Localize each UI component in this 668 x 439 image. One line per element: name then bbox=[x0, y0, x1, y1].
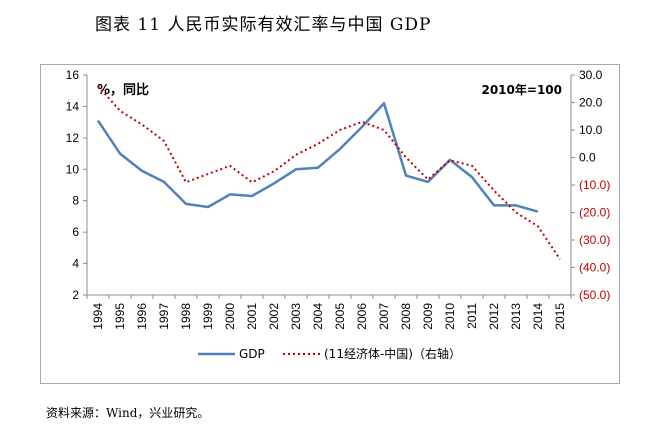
x-tick-label: 1998 bbox=[179, 303, 193, 330]
x-tick-label: 2007 bbox=[377, 303, 391, 330]
chart-frame bbox=[40, 64, 620, 384]
legend-label-gdp: GDP bbox=[239, 347, 265, 361]
x-tick-label: 1996 bbox=[135, 303, 149, 330]
x-tick-label: 2010 bbox=[443, 303, 457, 330]
x-tick-label: 2003 bbox=[289, 303, 303, 330]
right-tick-label: 10.0 bbox=[579, 123, 603, 137]
x-tick-label: 2006 bbox=[355, 303, 369, 330]
right-tick-label: 30.0 bbox=[579, 68, 603, 82]
x-tick-label: 2015 bbox=[553, 303, 567, 330]
x-tick-label: 2000 bbox=[223, 303, 237, 330]
reer-diff-series-line bbox=[97, 85, 561, 260]
left-tick-label: 12 bbox=[66, 131, 80, 145]
right-tick-label: (20.0) bbox=[579, 206, 610, 220]
left-tick-label: 4 bbox=[72, 257, 79, 271]
right-tick-label: (10.0) bbox=[579, 178, 610, 192]
left-axis-label: %，同比 bbox=[97, 82, 149, 98]
x-tick-label: 2005 bbox=[333, 303, 347, 330]
left-tick-label: 8 bbox=[72, 194, 79, 208]
source-note: 资料来源：Wind，兴业研究。 bbox=[46, 406, 210, 420]
gdp-series-line bbox=[96, 102, 539, 213]
x-tick-label: 2014 bbox=[531, 303, 545, 330]
x-tick-label: 2013 bbox=[509, 303, 523, 330]
x-tick-label: 2008 bbox=[399, 303, 413, 330]
right-tick-label: (50.0) bbox=[579, 288, 610, 302]
x-tick-label: 1995 bbox=[113, 303, 127, 330]
left-tick-label: 14 bbox=[66, 99, 80, 113]
x-tick-label: 2001 bbox=[245, 303, 259, 330]
right-axis-label: 2010年=100 bbox=[481, 82, 562, 97]
right-tick-label: 20.0 bbox=[579, 96, 603, 110]
legend-label-reer-diff: (11经济体-中国)（右轴） bbox=[324, 346, 461, 361]
right-tick-label: (40.0) bbox=[579, 261, 610, 275]
x-tick-label: 1997 bbox=[157, 303, 171, 330]
x-tick-label: 2002 bbox=[267, 303, 281, 330]
x-tick-label: 1999 bbox=[201, 303, 215, 330]
left-tick-label: 10 bbox=[66, 162, 80, 176]
right-tick-label: (30.0) bbox=[579, 233, 610, 247]
x-tick-label: 2011 bbox=[465, 303, 479, 329]
chart-title: 图表 11 人民币实际有效汇率与中国 GDP bbox=[95, 15, 432, 35]
left-tick-label: 16 bbox=[66, 68, 80, 82]
left-tick-label: 2 bbox=[72, 288, 79, 302]
x-tick-label: 2009 bbox=[421, 303, 435, 330]
x-tick-label: 2004 bbox=[311, 303, 325, 330]
right-tick-label: 0.0 bbox=[579, 151, 596, 165]
x-tick-label: 1994 bbox=[91, 303, 105, 330]
x-tick-label: 2012 bbox=[487, 303, 501, 330]
left-tick-label: 6 bbox=[72, 225, 79, 239]
